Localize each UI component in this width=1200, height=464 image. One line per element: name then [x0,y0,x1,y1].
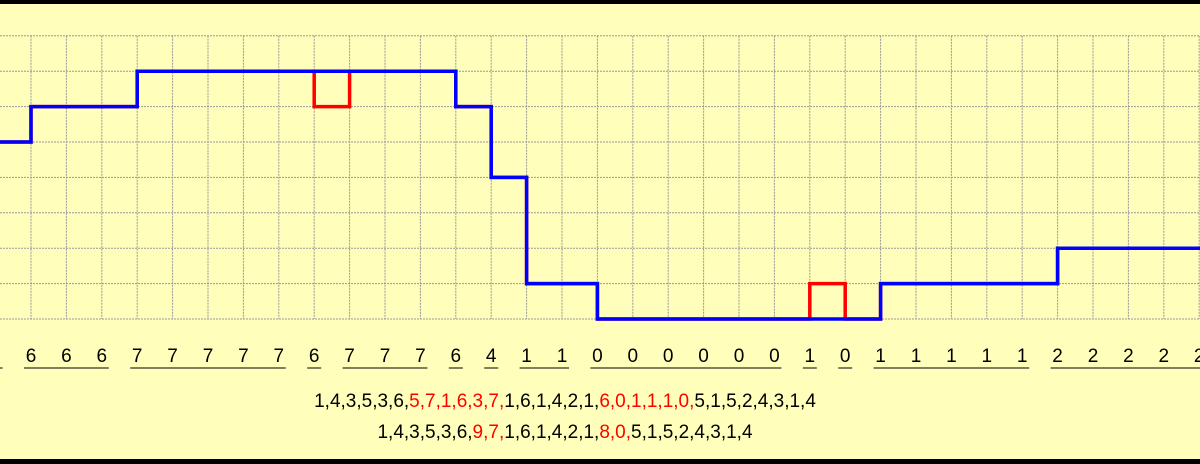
sample-label: 2 [1159,346,1170,367]
sample-label: 7 [167,346,178,367]
sample-label: 2 [1088,346,1099,367]
sample-label: 6 [451,346,462,367]
bit-sequence-compressed: 1,4,3,5,3,6,9,7,1,6,1,4,2,1,8,0,5,1,5,2,… [0,422,1130,444]
sample-label: 7 [344,346,355,367]
quantized-signal-line [0,69,1200,321]
sample-label: 6 [61,346,72,367]
sample-label: 2 [1194,346,1200,367]
sample-label: 7 [203,346,214,367]
seq-part-highlight: 9,7, [472,422,505,443]
sample-label: 7 [132,346,143,367]
seq-part: 5,1,5,2,4,3,1,4 [631,422,753,443]
seq-part: 1,6,1,4,2,1, [504,391,600,412]
sample-label: 0 [592,346,603,367]
sample-label: 1 [1017,346,1028,367]
seq-part: 1,4,3,5,3,6, [314,391,410,412]
sample-label: 1 [521,346,532,367]
sample-label: 0 [734,346,745,367]
seq-part-highlight: 6,0,1,1,1,0, [599,391,695,412]
seq-part-highlight: 8,0, [599,422,632,443]
sample-label: 1 [946,346,957,367]
original-signal-line [0,69,1200,321]
sample-label: 6 [97,346,108,367]
seq-part: 1,4,3,5,3,6, [377,422,473,443]
sample-label: 2 [1052,346,1063,367]
sample-label: 7 [238,346,249,367]
sample-label: 0 [663,346,674,367]
seq-part-highlight: 5,7,1,6,3,7, [409,391,505,412]
sample-label: 1 [557,346,568,367]
sample-label: 0 [628,346,639,367]
sample-label: 4 [486,346,497,367]
sample-label: 0 [698,346,709,367]
seq-part: 5,1,5,2,4,3,1,4 [694,391,816,412]
sample-label: 6 [309,346,320,367]
sample-label: 1 [982,346,993,367]
sample-label: 7 [380,346,391,367]
sample-label: 0 [769,346,780,367]
sample-label: 2 [1123,346,1134,367]
sample-label: 7 [274,346,285,367]
sample-label: 1 [911,346,922,367]
top-border [0,0,1200,4]
sample-label: 6 [26,346,37,367]
bottom-border [0,459,1200,464]
sample-label: 7 [415,346,426,367]
sample-label: 0 [840,346,851,367]
bit-sequence-original: 1,4,3,5,3,6,5,7,1,6,3,7,1,6,1,4,2,1,6,0,… [0,391,1130,413]
seq-part: 1,6,1,4,2,1, [504,422,600,443]
sample-label: 1 [805,346,816,367]
sample-label: 1 [875,346,886,367]
